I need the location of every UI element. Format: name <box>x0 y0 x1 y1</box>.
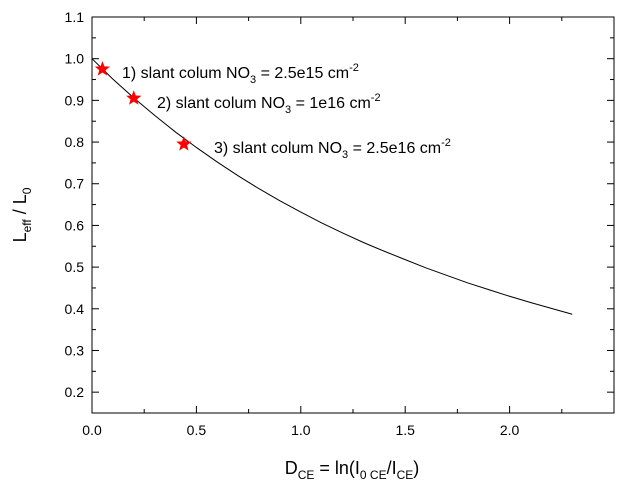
series-line <box>91 58 573 315</box>
series-layer <box>91 58 573 315</box>
y-tick-label: 1.0 <box>65 51 85 67</box>
y-tick-label: 0.7 <box>65 176 85 192</box>
y-tick-label: 1.1 <box>65 9 85 25</box>
y-tick-label: 0.2 <box>65 384 85 400</box>
star-marker <box>126 90 142 105</box>
y-tick-label: 0.6 <box>65 217 85 233</box>
y-axis-title: Leff / L0 <box>10 187 34 242</box>
y-tick-label: 0.4 <box>65 301 85 317</box>
x-tick-label: 2.0 <box>500 422 520 438</box>
ticks-layer: 0.0 0.5 1.0 1.5 2.0 0.2 0.3 0.4 0.5 0.6 0.7 0.8 0.9 1… <box>65 9 614 438</box>
x-tick-label: 1.5 <box>395 422 415 438</box>
star-marker <box>176 136 192 151</box>
x-tick-label: 0.0 <box>82 422 102 438</box>
y-tick-label: 0.9 <box>65 92 85 108</box>
y-tick-label: 0.5 <box>65 259 85 275</box>
y-tick-label: 0.8 <box>65 134 85 150</box>
annotation-1: 1) slant colum NO3 = 2.5e15 cm-2 <box>122 62 359 86</box>
annotation-3: 3) slant colum NO3 = 2.5e16 cm-2 <box>214 137 451 161</box>
x-tick-label: 1.0 <box>291 422 311 438</box>
annotation-2: 2) slant colum NO3 = 1e16 cm-2 <box>157 92 381 116</box>
star-marker <box>94 61 111 76</box>
marker-layer <box>94 61 192 151</box>
x-axis-title: DCE = ln(I0 CE/ICE) <box>285 458 420 482</box>
x-tick-label: 0.5 <box>187 422 207 438</box>
y-tick-label: 0.3 <box>65 342 85 358</box>
